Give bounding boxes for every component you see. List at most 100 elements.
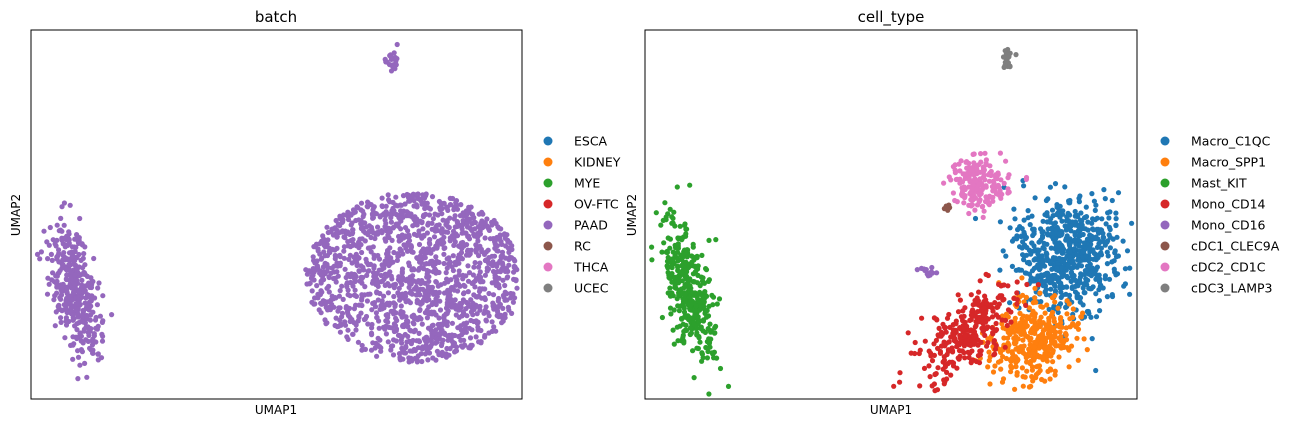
- scatter-point: [499, 249, 506, 255]
- scatter-point: [374, 230, 380, 236]
- scatter-point: [1044, 302, 1050, 308]
- scatter-point: [484, 223, 490, 229]
- scatter-point: [954, 199, 960, 205]
- scatter-point: [411, 321, 417, 327]
- scatter-point: [407, 348, 413, 354]
- scatter-point: [47, 224, 53, 231]
- scatter-point: [1048, 367, 1054, 373]
- scatter-point: [73, 244, 79, 250]
- scatter-point: [447, 287, 453, 293]
- scatter-point: [447, 238, 453, 244]
- scatter-point: [1075, 262, 1081, 269]
- scatter-point: [1022, 321, 1028, 327]
- scatter-point: [1012, 216, 1018, 222]
- scatter-point: [950, 327, 956, 333]
- scatter-point: [697, 283, 703, 289]
- scatter-point: [937, 348, 944, 355]
- scatter-point: [681, 314, 688, 320]
- legend-label: Mono_CD14: [1191, 197, 1266, 212]
- scatter-point: [365, 291, 371, 297]
- scatter-point: [315, 295, 321, 301]
- scatter-point: [971, 329, 978, 335]
- scatter-point: [683, 251, 690, 257]
- scatter-point: [1052, 299, 1058, 305]
- scatter-point: [381, 265, 387, 271]
- scatter-point: [1050, 359, 1056, 365]
- scatter-point: [359, 249, 365, 256]
- scatter-point: [1032, 295, 1038, 301]
- scatter-point: [1085, 308, 1091, 315]
- scatter-point: [1077, 295, 1084, 301]
- scatter-point: [429, 194, 436, 200]
- scatter-point: [1100, 234, 1106, 240]
- legend-label: PAAD: [574, 218, 608, 233]
- scatter-point: [1060, 292, 1066, 298]
- scatter-point: [1040, 320, 1046, 326]
- scatter-point: [70, 253, 76, 259]
- scatter-point: [470, 272, 476, 278]
- scatter-point: [505, 268, 511, 274]
- scatter-point: [912, 339, 918, 346]
- scatter-point: [383, 203, 389, 209]
- scatter-point: [437, 307, 444, 313]
- scatter-point: [1077, 217, 1084, 223]
- scatter-point: [341, 234, 347, 240]
- scatter-point: [419, 321, 425, 327]
- scatter-point: [702, 289, 708, 295]
- scatter-point: [474, 311, 480, 317]
- scatter-point: [486, 255, 492, 261]
- scatter-point: [968, 312, 975, 318]
- scatter-point: [938, 343, 945, 349]
- scatter-point: [317, 270, 323, 276]
- scatter-point: [1048, 286, 1054, 292]
- scatter-point: [64, 317, 70, 323]
- legend-label: OV-FTC: [574, 197, 619, 212]
- scatter-point: [687, 331, 693, 338]
- scatter-point: [694, 325, 700, 331]
- scatter-point: [1074, 291, 1080, 297]
- scatter-point: [378, 272, 384, 279]
- scatter-point: [690, 244, 696, 250]
- scatter-point: [995, 171, 1001, 178]
- scatter-point: [1011, 236, 1017, 242]
- scatter-point: [954, 343, 960, 349]
- scatter-points-cell-type: [649, 46, 1135, 397]
- scatter-point: [1090, 247, 1096, 254]
- scatter-point: [63, 288, 70, 294]
- scatter-point: [1020, 252, 1026, 258]
- scatter-point: [98, 355, 105, 361]
- scatter-point: [333, 279, 339, 285]
- scatter-point: [420, 246, 426, 252]
- scatter-point: [440, 337, 446, 343]
- scatter-point: [997, 219, 1004, 225]
- scatter-point: [1081, 336, 1087, 342]
- scatter-point: [324, 224, 330, 230]
- scatter-point: [408, 288, 414, 294]
- scatter-point: [420, 286, 426, 292]
- scatter-point: [398, 202, 404, 208]
- scatter-point: [982, 177, 988, 183]
- scatter-point: [685, 279, 692, 285]
- scatter-point: [675, 257, 681, 263]
- scatter-point: [1001, 180, 1007, 186]
- scatter-point: [491, 324, 497, 330]
- scatter-point: [673, 285, 679, 291]
- scatter-point: [416, 241, 423, 248]
- scatter-point: [1011, 340, 1018, 346]
- scatter-point: [1021, 231, 1028, 238]
- scatter-point: [990, 198, 996, 204]
- scatter-point: [405, 333, 411, 339]
- scatter-point: [1019, 245, 1025, 251]
- scatter-point: [85, 338, 91, 344]
- scatter-point: [992, 351, 998, 357]
- scatter-point: [34, 251, 41, 257]
- scatter-point: [432, 330, 438, 336]
- scatter-point: [971, 151, 977, 157]
- scatter-point: [62, 335, 68, 341]
- scatter-point: [926, 363, 932, 369]
- scatter-point: [668, 263, 675, 269]
- scatter-point: [345, 327, 351, 333]
- scatter-point: [58, 215, 64, 221]
- scatter-point: [1031, 248, 1037, 254]
- scatter-point: [972, 177, 979, 184]
